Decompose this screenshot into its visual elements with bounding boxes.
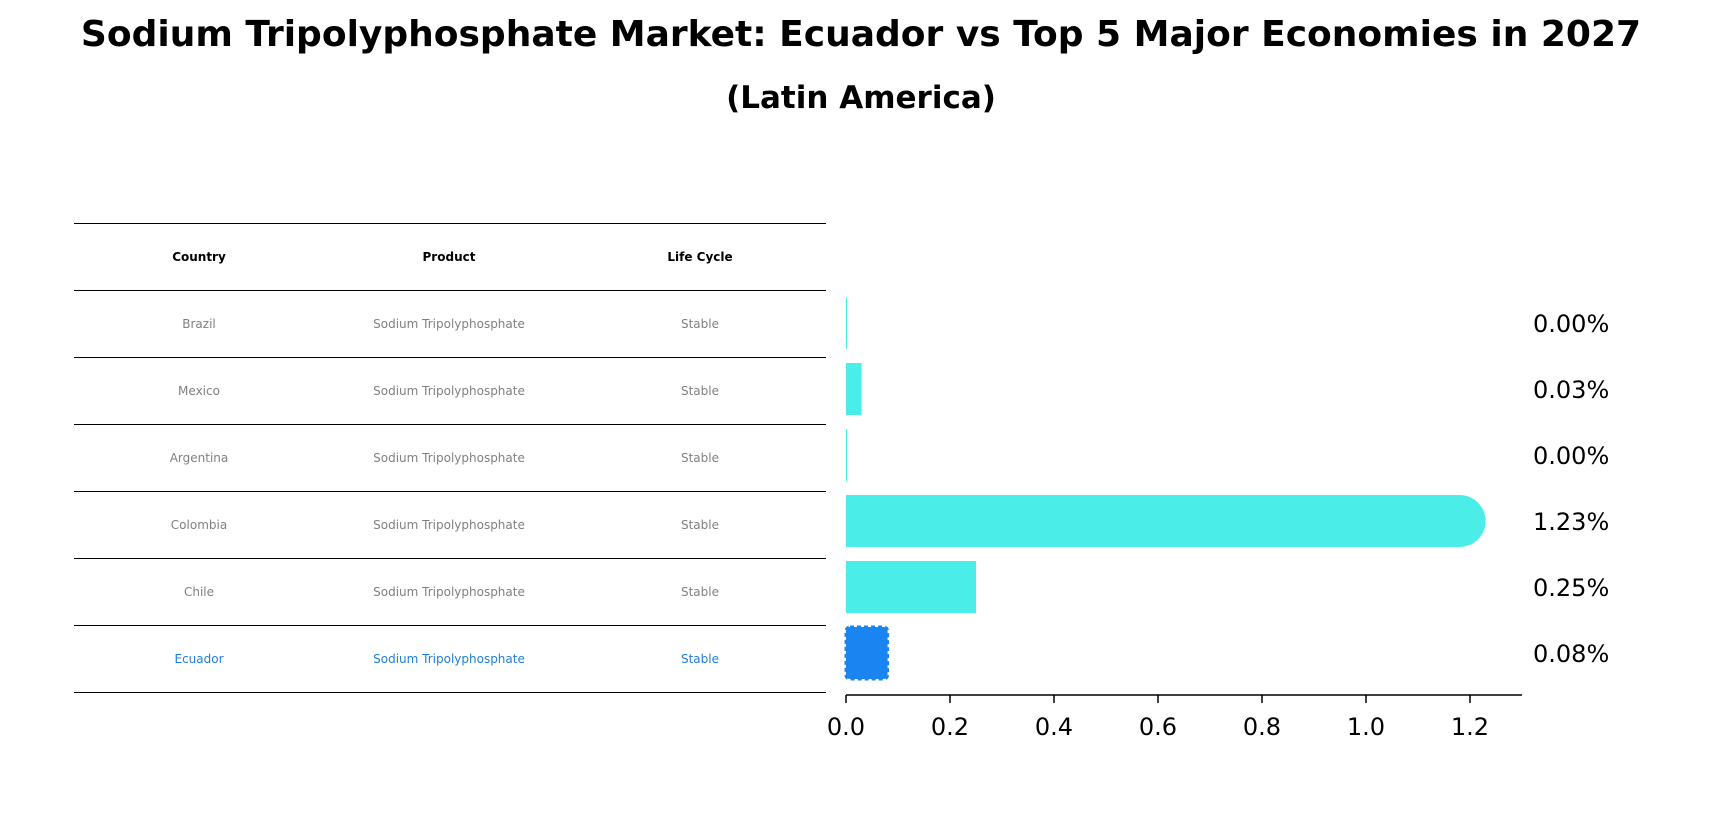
cell-country: Ecuador [174, 652, 224, 666]
bar-ecuador [844, 625, 890, 681]
cell-life-cycle: Stable [680, 518, 719, 532]
bar-chile [846, 561, 976, 613]
x-tick-label: 0.2 [931, 713, 969, 741]
bar-colombia [846, 495, 1486, 547]
chart-subtitle: (Latin America) [726, 80, 996, 116]
cell-product: Sodium Tripolyphosphate [373, 384, 525, 398]
x-tick-label: 0.8 [1243, 713, 1281, 741]
table-row: Colombia Sodium Tripolyphosphate Stable [74, 491, 826, 558]
cell-country: Argentina [169, 451, 229, 465]
chart-title: Sodium Tripolyphosphate Market: Ecuador … [80, 14, 1642, 55]
cell-life-cycle: Stable [680, 317, 719, 331]
table-row: Chile Sodium Tripolyphosphate Stable [74, 558, 826, 625]
data-table: Country Product Life Cycle Brazil Sodium… [74, 223, 826, 693]
cell-country: Mexico [178, 384, 220, 398]
value-label-chile: 0.25% [1533, 574, 1609, 602]
bar-mexico [846, 363, 862, 415]
value-label-mexico: 0.03% [1533, 376, 1609, 404]
table-row: Argentina Sodium Tripolyphosphate Stable [74, 424, 826, 491]
value-label-ecuador: 0.08% [1533, 640, 1609, 668]
x-tick-label: 0.0 [827, 713, 865, 741]
cell-life-cycle: Stable [680, 585, 719, 599]
cell-product: Sodium Tripolyphosphate [373, 518, 525, 532]
cell-country: Colombia [170, 518, 228, 532]
header-country: Country [172, 250, 226, 264]
x-tick-label: 0.6 [1139, 713, 1177, 741]
cell-life-cycle: Stable [680, 384, 719, 398]
x-tick-label: 0.4 [1035, 713, 1073, 741]
x-tick-label: 1.0 [1347, 713, 1385, 741]
cell-product: Sodium Tripolyphosphate [373, 451, 525, 465]
value-label-brazil: 0.00% [1533, 310, 1609, 338]
cell-life-cycle: Stable [680, 451, 719, 465]
cell-life-cycle: Stable [680, 652, 719, 666]
value-label-argentina: 0.00% [1533, 442, 1609, 470]
bar-argentina [846, 429, 847, 481]
bar-brazil [846, 297, 847, 349]
table-header-row: Country Product Life Cycle [74, 223, 826, 290]
value-label-colombia: 1.23% [1533, 508, 1609, 536]
cell-product: Sodium Tripolyphosphate [373, 317, 525, 331]
x-tick-label: 1.2 [1451, 713, 1489, 741]
table-row: Brazil Sodium Tripolyphosphate Stable [74, 290, 826, 357]
cell-product: Sodium Tripolyphosphate [373, 652, 525, 666]
cell-country: Chile [183, 585, 215, 599]
table-row: Mexico Sodium Tripolyphosphate Stable [74, 357, 826, 424]
header-product: Product [422, 250, 476, 264]
header-life-cycle: Life Cycle [667, 250, 733, 264]
cell-country: Brazil [182, 317, 216, 331]
cell-product: Sodium Tripolyphosphate [373, 585, 525, 599]
table-row-highlighted: Ecuador Sodium Tripolyphosphate Stable [74, 625, 826, 693]
